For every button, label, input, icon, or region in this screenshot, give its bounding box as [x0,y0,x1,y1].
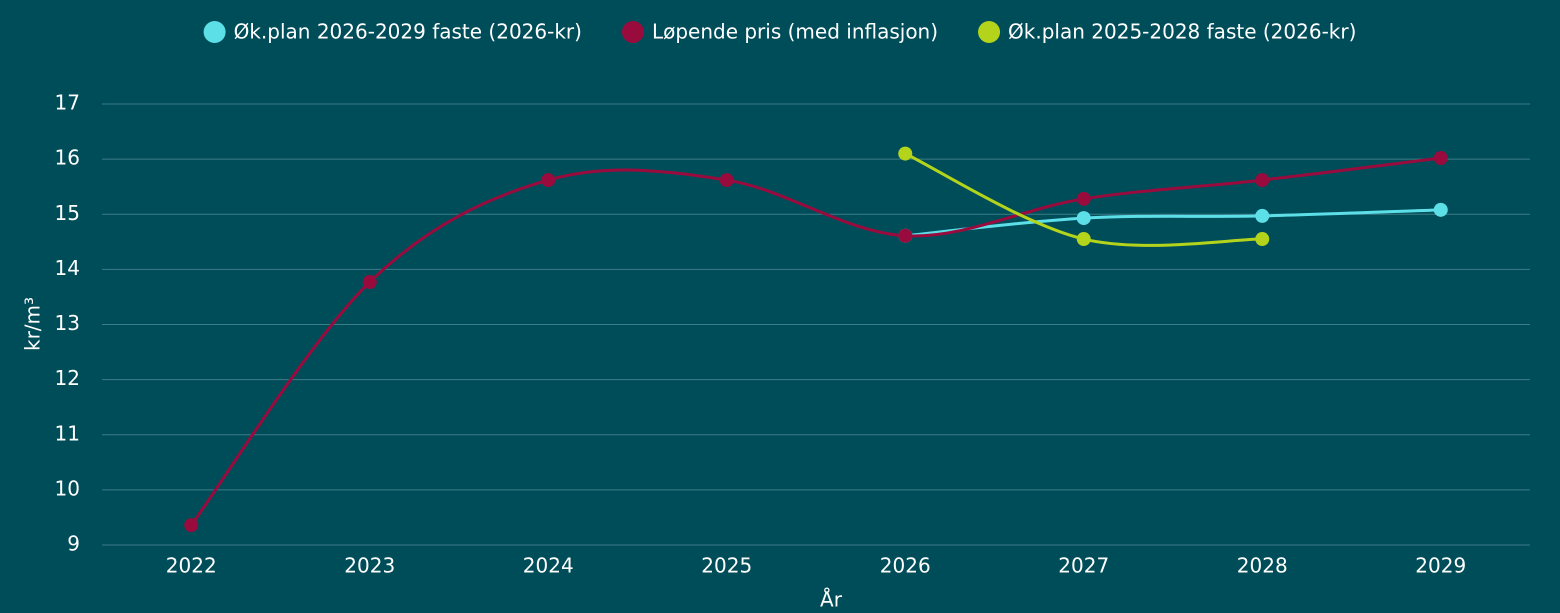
line [190,156,1441,527]
marker [1255,208,1270,223]
series [898,146,1270,247]
marker [898,146,913,161]
marker [898,228,913,243]
y-tick-label: 11 [55,421,80,445]
marker [1076,211,1091,226]
marker [184,518,199,533]
marker [1076,232,1091,247]
y-axis-label: kr/m³ [21,297,45,351]
y-tick-label: 13 [55,311,80,335]
x-tick-label: 2023 [344,554,395,578]
legend-label: Øk.plan 2026-2029 faste (2026-kr) [234,20,582,44]
y-tick-label: 16 [55,146,80,170]
y-tick-label: 14 [55,256,80,280]
marker [1433,202,1448,217]
x-axis-label: År [820,588,843,612]
x-tick-label: 2026 [880,554,931,578]
y-tick-label: 12 [55,366,80,390]
x-tick-label: 2027 [1058,554,1109,578]
line [905,208,1441,238]
marker [1433,151,1448,166]
marker [719,173,734,188]
x-tick-label: 2024 [523,554,574,578]
x-tick-label: 2028 [1237,554,1288,578]
legend-swatch [978,21,1001,43]
series [898,202,1448,243]
marker [1076,191,1091,206]
marker [1255,232,1270,247]
legend-swatch [203,21,226,43]
y-tick-label: 15 [55,201,80,225]
y-tick-label: 9 [67,532,80,556]
y-tick-label: 17 [55,91,80,115]
series [184,151,1448,533]
x-tick-label: 2022 [166,554,217,578]
legend-label: Løpende pris (med inflasjon) [652,20,938,44]
legend-label: Øk.plan 2025-2028 faste (2026-kr) [1008,20,1356,44]
legend-swatch [621,21,644,43]
x-tick-label: 2029 [1415,554,1466,578]
legend: Øk.plan 2026-2029 faste (2026-kr) Løpende… [203,20,1356,44]
y-tick-label: 10 [55,476,80,500]
marker [362,275,377,290]
marker [541,173,556,188]
marker [1255,173,1270,188]
x-tick-label: 2025 [701,554,752,578]
